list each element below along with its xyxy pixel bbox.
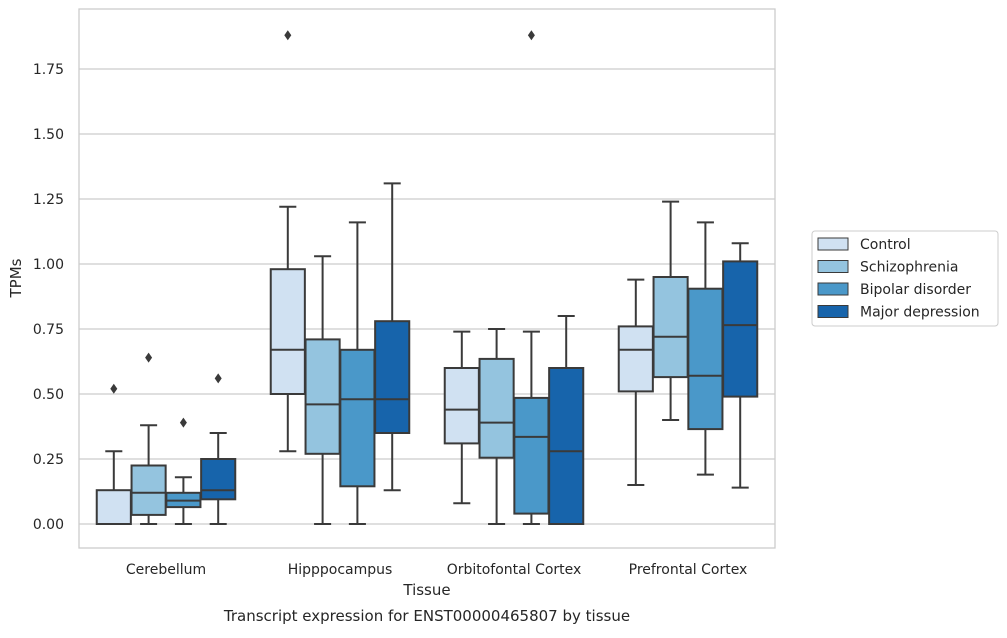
y-axis-label: TPMs <box>7 258 25 298</box>
box-group <box>95 383 132 526</box>
plot-area <box>78 8 776 549</box>
outlier-point <box>110 383 118 394</box>
box <box>478 357 515 459</box>
x-axis-label: Tissue <box>402 581 450 599</box>
y-tick-labels: 0.00 0.25 0.50 0.75 1.00 1.25 1.50 1.75 <box>33 62 64 533</box>
box <box>374 320 411 435</box>
box <box>95 489 132 526</box>
gridlines <box>79 68 775 525</box>
legend-swatch <box>817 237 849 251</box>
chart-caption: Transcript expression for ENST0000046580… <box>223 607 630 625</box>
box-group <box>478 328 515 525</box>
y-tick-label: 0.75 <box>33 322 64 338</box>
x-tick-label: Orbitofontal Cortex <box>447 562 582 578</box>
legend-swatch <box>817 305 849 318</box>
box-group <box>269 30 306 453</box>
box <box>339 348 376 488</box>
legend-label: Major depression <box>860 305 980 321</box>
box <box>652 276 689 379</box>
legend: Control Schizophrenia Bipolar disorder Majo… <box>811 230 999 327</box>
box <box>687 287 724 431</box>
box <box>513 396 550 515</box>
legend-label: Control <box>860 237 911 253</box>
y-tick-label: 1.75 <box>33 62 64 78</box>
x-tick-label: Cerebellum <box>126 562 206 578</box>
legend-frame <box>811 230 999 327</box>
box-group <box>548 315 585 525</box>
box-group <box>200 373 237 525</box>
y-tick-label: 1.50 <box>33 127 64 143</box>
y-tick-label: 0.50 <box>33 387 64 403</box>
y-tick-label: 0.00 <box>33 517 64 533</box>
x-tick-label: Prefrontal Cortex <box>629 562 748 578</box>
box-group <box>652 200 689 421</box>
legend-swatch <box>817 260 849 273</box>
x-tick-label: Hipppocampus <box>288 562 393 578</box>
box <box>722 260 759 398</box>
y-tick-label: 0.25 <box>33 452 64 468</box>
y-tick-label: 1.25 <box>33 192 64 208</box>
box <box>269 268 306 396</box>
box-group <box>687 221 724 476</box>
box-group <box>513 30 550 525</box>
legend-swatch <box>817 282 849 296</box>
x-tick-labels: Cerebellum Hipppocampus Orbitofontal Corte… <box>126 562 747 578</box>
outlier-point <box>284 30 292 41</box>
legend-label: Schizophrenia <box>860 260 958 276</box>
outlier-point <box>179 417 187 428</box>
box-group <box>722 242 759 489</box>
box <box>443 367 480 445</box>
outlier-point <box>527 30 535 41</box>
box <box>130 464 167 516</box>
box-group <box>130 352 167 525</box>
legend-items: Control Schizophrenia Bipolar disorder Majo… <box>817 237 980 321</box>
y-tick-label: 1.00 <box>33 257 64 273</box>
outlier-point <box>214 373 222 384</box>
box-group <box>165 417 202 525</box>
outlier-point <box>145 352 153 363</box>
box <box>304 338 341 455</box>
box <box>617 325 654 393</box>
box-group <box>443 330 480 505</box>
legend-label: Bipolar disorder <box>860 282 971 298</box>
box <box>200 458 237 501</box>
box-group <box>617 278 654 486</box>
box-group <box>304 255 341 525</box>
box <box>548 367 585 525</box>
box-marks <box>95 30 759 526</box>
box-group <box>374 182 411 492</box>
box-group <box>339 221 376 525</box>
